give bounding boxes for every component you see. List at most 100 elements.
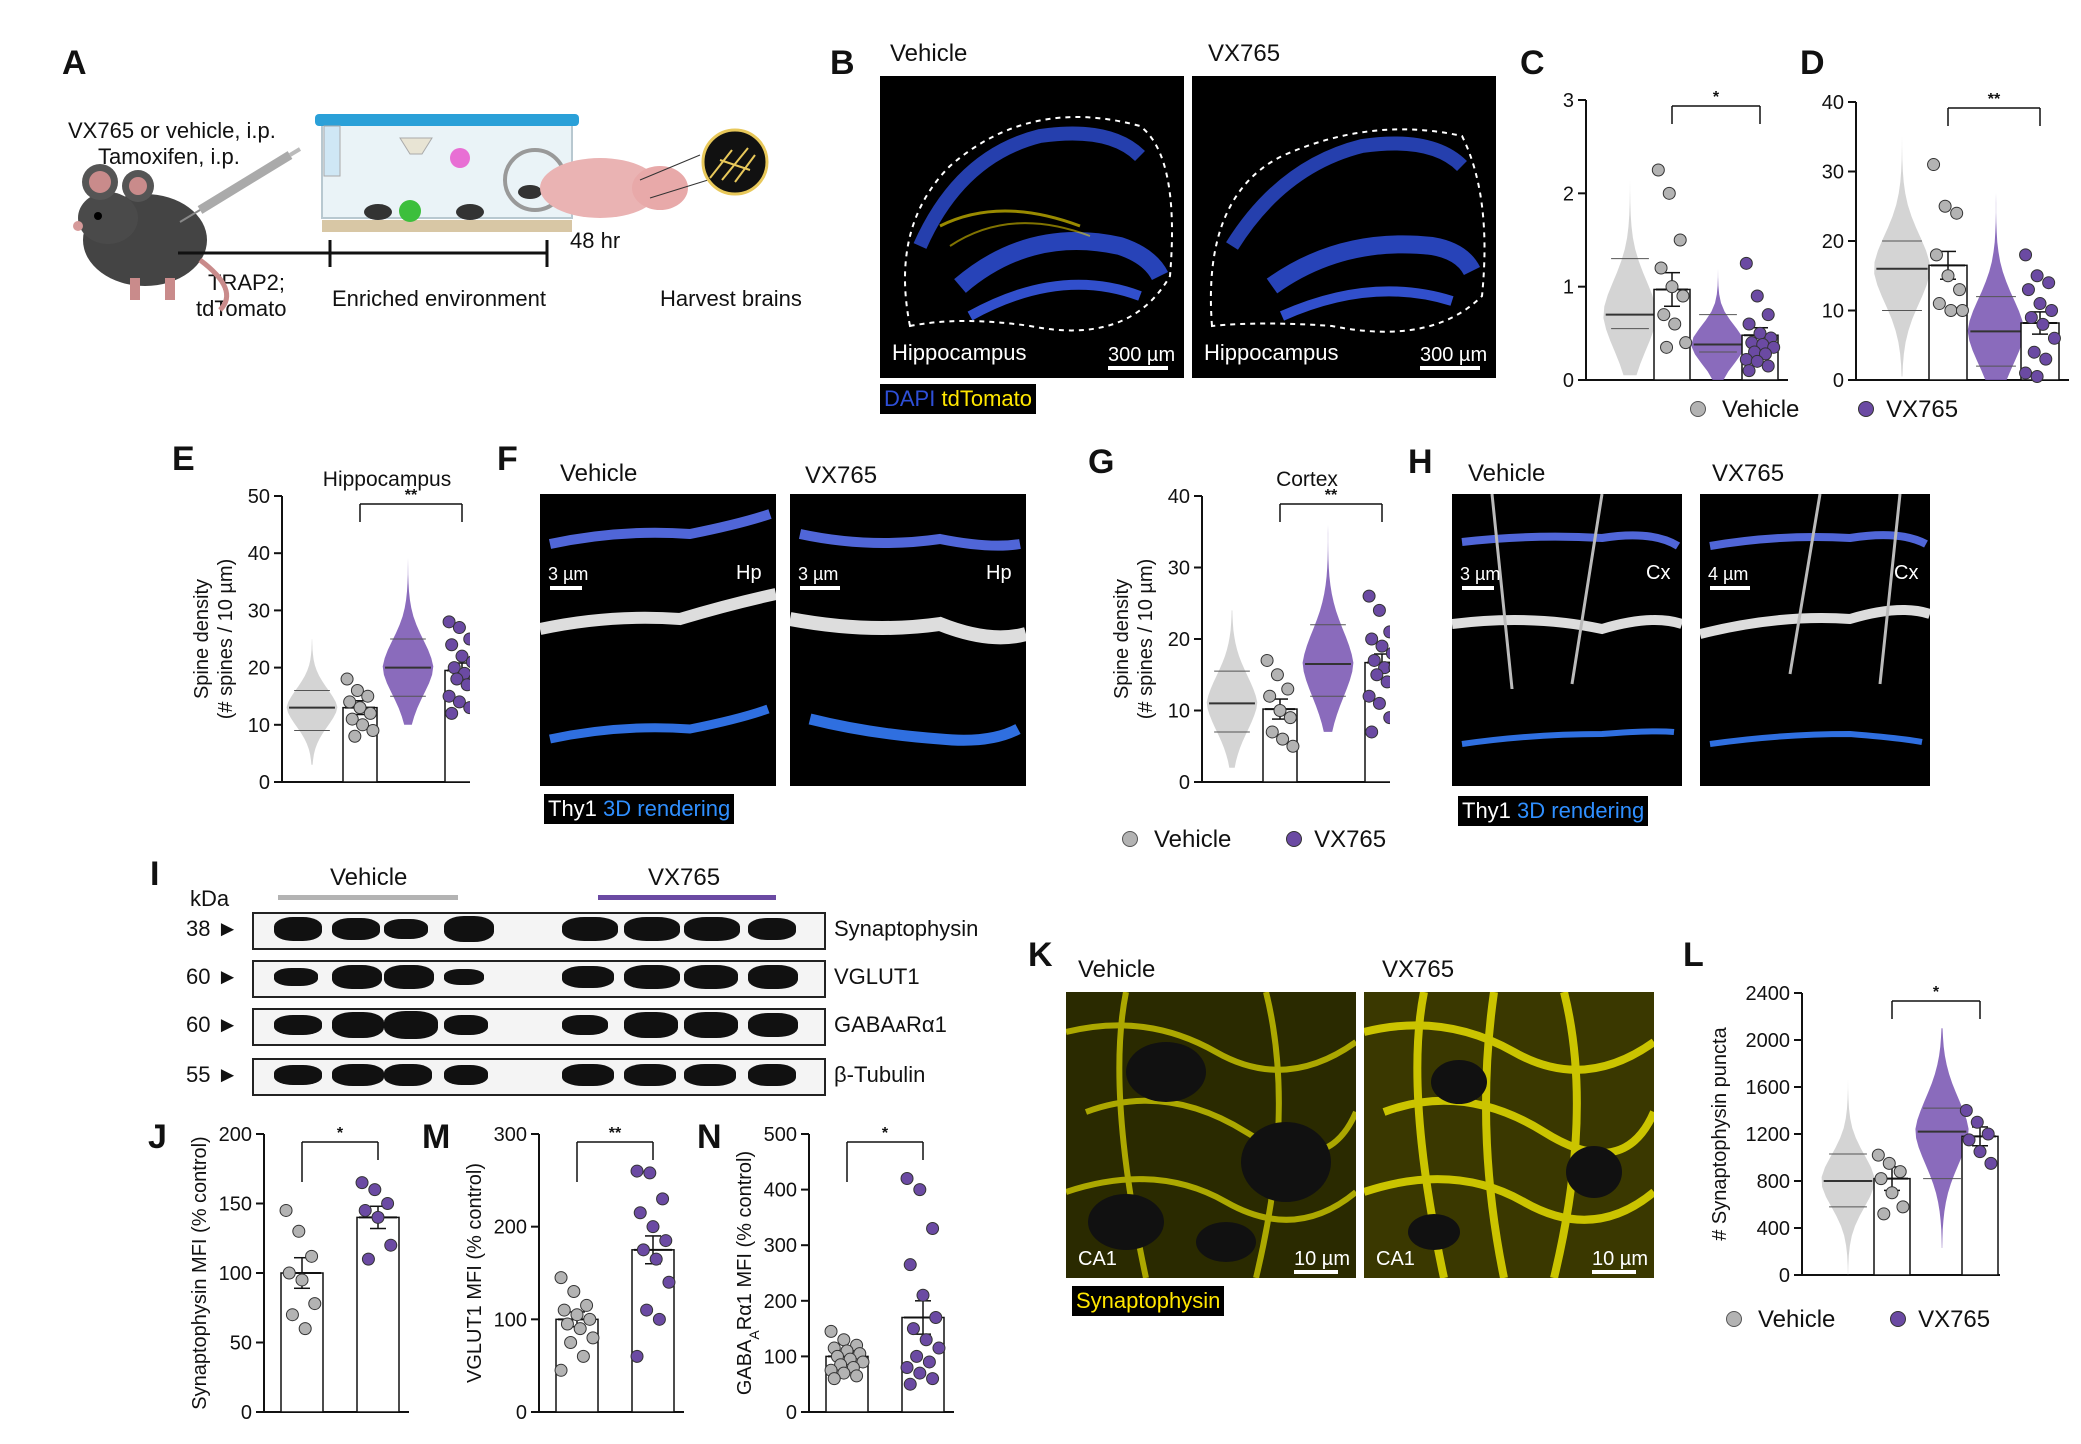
panel-label-m: M — [422, 1118, 451, 1156]
micro-h-legend: Thy1 3D rendering — [1458, 796, 1649, 826]
data-point — [1270, 668, 1284, 682]
data-point — [292, 1224, 306, 1238]
data-point — [1950, 206, 1964, 220]
data-point — [1750, 354, 1764, 368]
data-point — [371, 1210, 385, 1224]
data-point — [1739, 256, 1753, 270]
scale-bar — [1710, 586, 1750, 590]
blot-band — [562, 966, 614, 988]
data-point — [355, 1176, 369, 1190]
blot-band — [444, 916, 494, 942]
micro-f-scale-2: 3 µm — [798, 564, 839, 584]
data-point — [1981, 1127, 1995, 1141]
y-tick-label: 10 — [248, 715, 270, 737]
data-point — [916, 1288, 930, 1302]
data-point — [1263, 689, 1277, 703]
micro-f-vx765: 3 µm Hp — [790, 494, 1026, 786]
micro-h-col1: Vehicle — [1468, 460, 1546, 487]
data-point — [2027, 345, 2041, 359]
blot-band — [274, 1015, 322, 1035]
data-point — [1953, 283, 1967, 297]
data-point — [1365, 632, 1379, 646]
data-point — [633, 1206, 647, 1220]
data-point — [567, 1285, 581, 1299]
data-point — [1973, 1145, 1987, 1159]
y-tick-label: 50 — [230, 1333, 252, 1355]
chart-m: 0 100 200 300 VGLUT1 MFI (% control) ** — [464, 1124, 684, 1424]
data-point — [1281, 682, 1295, 696]
data-point — [1882, 1156, 1896, 1170]
micro-k-vehicle: CA1 10 µm — [1066, 992, 1356, 1278]
scale-bar — [1294, 1270, 1338, 1274]
data-point — [2019, 366, 2033, 380]
y-tick-label: 0 — [241, 1402, 252, 1424]
blot-group-vx765: VX765 — [648, 864, 721, 891]
legend-dot-vehicle — [1690, 401, 1706, 417]
micro-b-region-1: Hippocampus — [892, 340, 1027, 365]
micro-k-vx765: CA1 10 µm — [1364, 992, 1654, 1278]
data-point — [554, 1271, 568, 1285]
y-axis-label: # tdTomato+ cells — [1800, 163, 1803, 319]
data-point — [1668, 317, 1682, 331]
micro-b-region-2: Hippocampus — [1204, 340, 1339, 365]
legend-thy1: Thy1 — [548, 796, 597, 821]
micro-b-col2: VX765 — [1208, 40, 1281, 67]
data-point — [450, 672, 464, 686]
violin-vx765 — [1302, 524, 1354, 732]
y-tick-label: 2400 — [1746, 983, 1791, 1005]
blot-group-vehicle: Vehicle — [330, 864, 408, 891]
data-point — [2019, 248, 2033, 262]
data-point — [659, 1234, 673, 1248]
data-point — [442, 689, 456, 703]
data-point — [652, 1312, 666, 1326]
treatment-text-2: Tamoxifen, i.p. — [98, 144, 240, 169]
data-point — [564, 1336, 578, 1349]
data-point — [900, 1171, 914, 1185]
y-axis-label: Synaptophysin MFI (% control) — [189, 1136, 211, 1409]
y-tick-label: 0 — [1563, 370, 1574, 392]
blot-mw-marker: 55 ► — [186, 1062, 239, 1087]
blot-band — [684, 965, 738, 989]
legend-eg: Vehicle VX765 — [1122, 826, 1386, 854]
y-axis-label: # Synaptophysin puncta — [1709, 1026, 1731, 1240]
data-point — [919, 1333, 933, 1347]
micro-b-scale-1: 300 µm — [1108, 344, 1176, 366]
experiment-schematic — [73, 114, 769, 312]
y-tick-label: 50 — [248, 486, 270, 508]
data-point — [1896, 1200, 1910, 1214]
data-point — [2039, 352, 2053, 366]
y-tick-label: 200 — [764, 1291, 797, 1313]
blot-group-bar-vx765 — [598, 895, 776, 900]
data-point — [1955, 304, 1969, 317]
blot-band — [748, 1064, 796, 1086]
blot-band — [684, 1012, 738, 1038]
panel-label-j: J — [148, 1118, 167, 1156]
sig-label: ** — [1325, 487, 1338, 504]
y-tick-label: 1600 — [1746, 1077, 1791, 1099]
y-axis-label: VGLUT1 MFI (% control) — [464, 1163, 486, 1383]
blot-band — [332, 1012, 384, 1038]
data-point — [1660, 340, 1674, 354]
blot-band — [384, 919, 428, 939]
mouse-icon — [73, 164, 230, 312]
data-point — [1750, 289, 1764, 303]
data-point — [1388, 663, 1390, 672]
data-point — [1383, 711, 1390, 725]
violin-vx765 — [1915, 1028, 1969, 1248]
blot-mw-marker: 38 ► — [186, 916, 239, 941]
blot-band — [562, 1015, 608, 1035]
data-point — [465, 655, 470, 668]
sig-label: ** — [609, 1125, 622, 1142]
legend-label-vx765: VX765 — [1918, 1306, 1991, 1333]
data-point — [353, 701, 367, 715]
data-point — [1665, 280, 1679, 294]
data-point — [573, 1322, 587, 1336]
data-point — [285, 1308, 299, 1322]
y-tick-label: 200 — [219, 1124, 252, 1146]
y-tick-label: 0 — [1779, 1265, 1790, 1287]
violin-vehicle — [1206, 610, 1258, 768]
y-axis-label: % area tdTomato — [1530, 164, 1533, 315]
blot-band — [444, 1015, 488, 1035]
brain-icon — [540, 128, 769, 218]
